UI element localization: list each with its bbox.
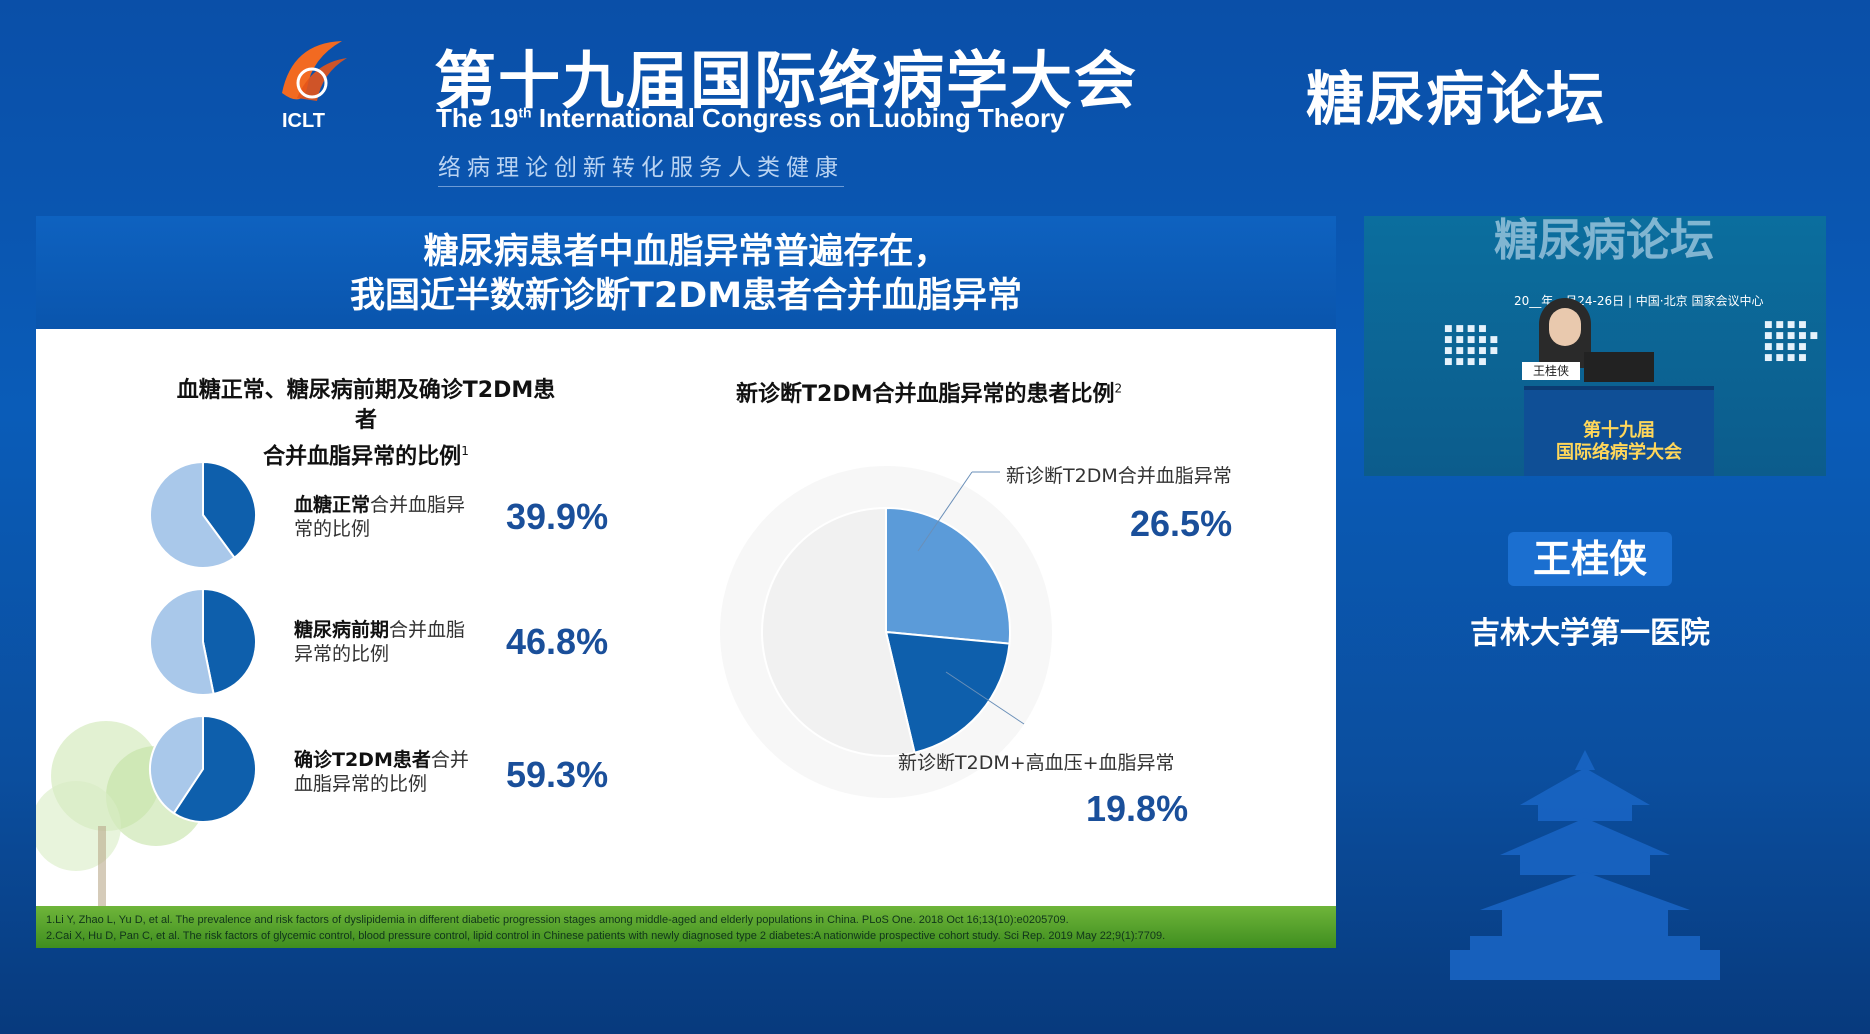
big-pie-value-a: 26.5% [1130,503,1233,544]
big-pie-label-b: 新诊断T2DM+高血压+血脂异常 [898,752,1175,774]
pie-slice-other [149,714,204,815]
pie-chart-confirmed-t2dm [149,714,257,823]
row-label-normal-glucose: 血糖正常合并血脂异常的比例 [294,494,466,540]
right-chart-title: 新诊断T2DM合并血脂异常的患者比例2 [736,381,1123,407]
row-value-prediabetes: 46.8% [506,621,609,662]
tree-decoration [36,721,206,916]
video-side-text-right: ■ ■ ■ ■ ■ ■ ■ ■ ■ ■ ■ ■ ■ ■ ■ ■ ■ [1764,320,1818,363]
slide-title: 糖尿病患者中血脂异常普遍存在， 我国近半数新诊断T2DM患者合并血脂异常 [349,232,1023,316]
pie-slice-other [149,587,215,696]
presentation-slide: 糖尿病患者中血脂异常普遍存在， 我国近半数新诊断T2DM患者合并血脂异常 血糖正… [36,216,1336,948]
logo-text: ICLT [282,110,325,132]
pie-chart-prediabetes [149,587,257,696]
congress-slogan: 络病理论创新转化服务人类健康 [438,148,844,187]
big-pie-value-b: 19.8% [1086,788,1189,829]
grass-footer [36,906,1336,948]
congress-title-en: The 19th International Congress on Luobi… [436,103,1065,133]
iclt-logo-icon [282,41,347,101]
pie-chart-normal-glucose [149,460,257,569]
row-value-confirmed-t2dm: 59.3% [506,754,609,795]
pie-slice-dyslipidemia [202,460,257,560]
congress-title-cn: 第十九届国际络病学大会 [434,44,1139,117]
row-label-confirmed-t2dm: 确诊T2DM患者合并血脂异常的比例 [294,749,469,795]
podium: 第十九届 国际络病学大会 [1524,386,1714,476]
video-side-text-left: ■ ■ ■ ■ ■ ■ ■ ■ ■ ■ ■ ■ ■ ■ ■ ■ ■ ■ [1444,324,1498,367]
temple-of-heaven-icon [1450,750,1720,980]
speaker-video: 糖尿病论坛 20__年__月24-26日 | 中国·北京 国家会议中心 ■ ■ … [1364,216,1826,476]
speaker-organization: 吉林大学第一医院 [1470,616,1710,651]
video-banner-text: 糖尿病论坛 [1494,216,1714,266]
pie-chart-new-t2dm [720,466,1052,798]
speaker-name: 王桂侠 [1532,537,1647,581]
laptop-icon [1584,352,1654,382]
pie-slice-other [761,506,916,757]
speaker-face [1549,308,1581,346]
pie-slice-dyslipidemia [172,714,257,823]
forum-title: 糖尿病论坛 [1306,65,1607,133]
speaker-name-badge [1508,532,1672,586]
pie-slice-new-t2dm-dyslipidemia [885,506,1011,645]
pie-slice-new-t2dm-hypertension-dyslipidemia [884,630,1011,754]
row-label-prediabetes: 糖尿病前期合并血脂异常的比例 [294,619,466,665]
pie-slice-other [149,460,236,569]
big-pie-label-a: 新诊断T2DM合并血脂异常 [1006,465,1232,487]
left-chart-title: 血糖正常、糖尿病前期及确诊T2DM患者 合并血脂异常的比例1 [176,378,556,470]
row-value-normal-glucose: 39.9% [506,496,609,537]
leader-lines [917,471,1025,725]
video-nameplate: 王桂侠 [1522,362,1580,380]
pie-slice-dyslipidemia [202,587,257,696]
slide-title-band [36,216,1336,329]
references: 1.Li Y, Zhao L, Yu D, et al. The prevale… [46,914,1166,942]
